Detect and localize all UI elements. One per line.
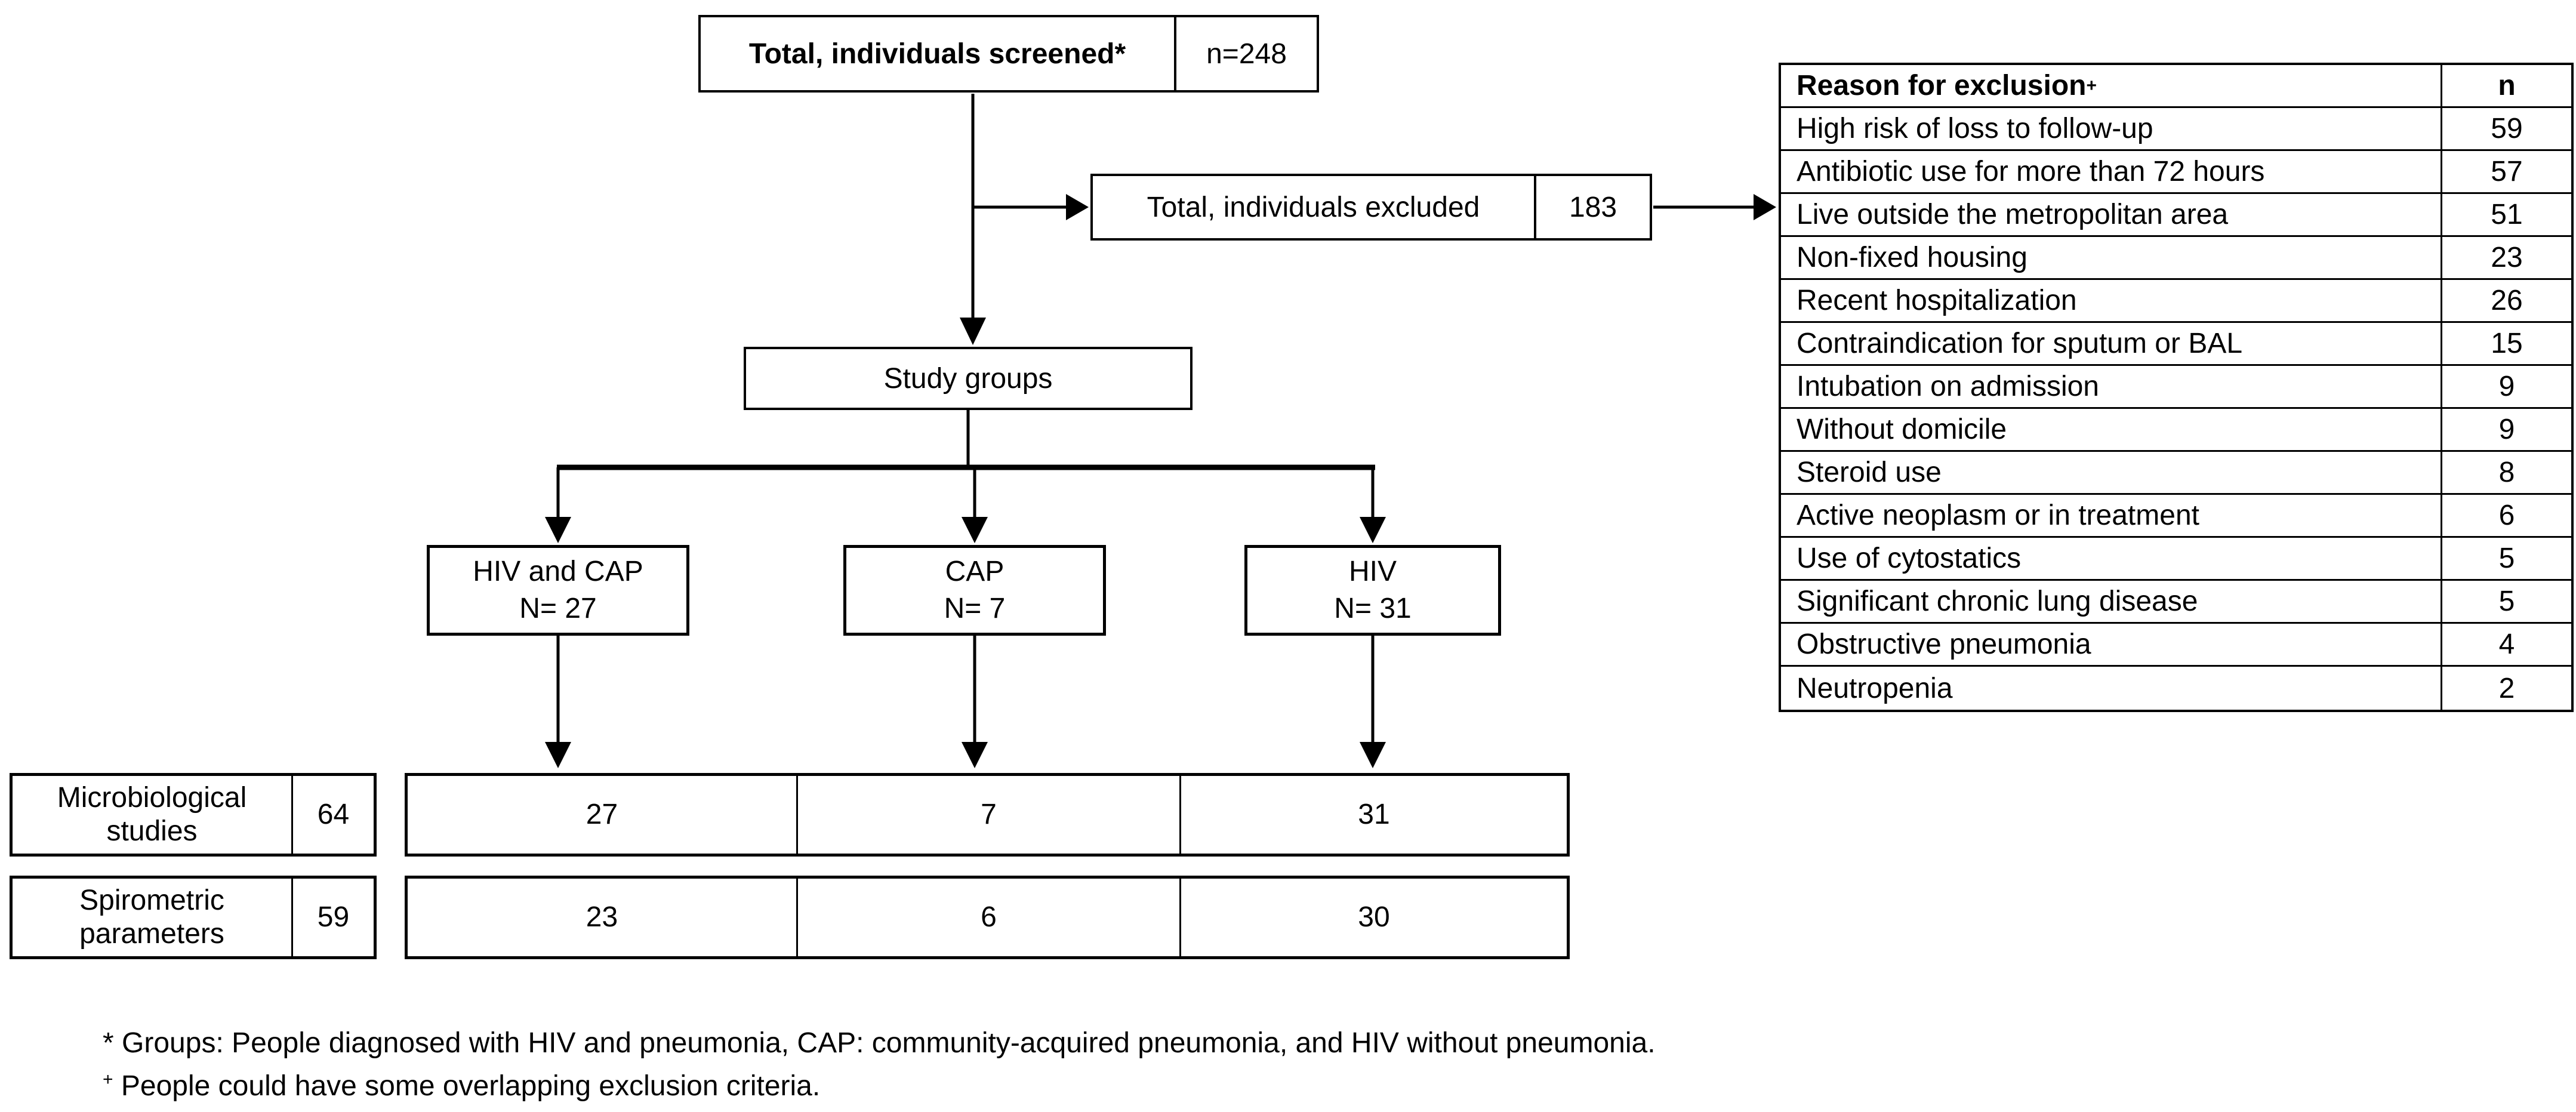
reason-cell: Active neoplasm or in treatment — [1781, 495, 2442, 536]
arrowhead-excluded — [1066, 194, 1089, 220]
group-box-hiv-cap: HIV and CAP N= 27 — [427, 545, 689, 636]
n-cell: 26 — [2491, 285, 2523, 316]
reason-cell: Live outside the metropolitan area — [1781, 194, 2442, 235]
arrowhead-outcome2 — [962, 742, 988, 768]
arrowhead-studygroups — [960, 318, 986, 345]
reason-cell: High risk of loss to follow-up — [1781, 108, 2442, 149]
group-name: HIV and CAP — [473, 556, 643, 587]
n-cell: 51 — [2491, 199, 2523, 230]
microbiological-value-cap: 7 — [796, 776, 1179, 854]
n-cell: 4 — [2498, 629, 2515, 660]
group-box-cap: CAP N= 7 — [843, 545, 1106, 636]
table-row: Active neoplasm or in treatment 6 — [1781, 495, 2571, 538]
table-row: Use of cytostatics 5 — [1781, 538, 2571, 581]
excluded-label: Total, individuals excluded — [1147, 191, 1480, 223]
reason-cell: Significant chronic lung disease — [1781, 581, 2442, 622]
n-cell: 9 — [2498, 414, 2515, 445]
exclusion-table: Reason for exclusion + n High risk of los… — [1779, 63, 2574, 712]
reason-cell: Intubation on admission — [1781, 366, 2442, 407]
excluded-count: 183 — [1534, 176, 1650, 238]
microbiological-label: Microbiological studies — [57, 782, 247, 847]
microbiological-value-hiv: 31 — [1179, 776, 1567, 854]
group-box-hiv: HIV N= 31 — [1244, 545, 1501, 636]
n-cell: 5 — [2498, 586, 2515, 617]
n-cell: 5 — [2498, 543, 2515, 574]
group-n: N= 27 — [519, 593, 597, 624]
arrowhead-table — [1754, 194, 1776, 220]
reason-cell: Contraindication for sputum or BAL — [1781, 323, 2442, 364]
spirometric-value-cap: 6 — [796, 879, 1179, 956]
n-cell: 6 — [2498, 500, 2515, 531]
n-cell: 2 — [2498, 672, 2515, 704]
table-row: Intubation on admission 9 — [1781, 366, 2571, 409]
n-cell: 57 — [2491, 156, 2523, 187]
footnote-groups-marker: * — [103, 1027, 114, 1059]
table-row: Recent hospitalization 26 — [1781, 280, 2571, 323]
table-row: Contraindication for sputum or BAL 15 — [1781, 323, 2571, 366]
arrowhead-group2 — [962, 517, 988, 543]
group-name: CAP — [945, 556, 1004, 587]
n-cell: 15 — [2491, 328, 2523, 359]
spirometric-value-hiv-cap: 23 — [586, 901, 618, 933]
footnote-overlap-text: People could have some overlapping exclu… — [121, 1070, 821, 1102]
exclusion-header-n: n — [2498, 70, 2516, 101]
study-groups-box: Study groups — [744, 347, 1193, 410]
n-cell: 9 — [2498, 371, 2515, 402]
footnote-overlap-marker: + — [103, 1070, 113, 1089]
spirometric-label-box: Spirometric parameters 59 — [10, 876, 377, 959]
arrowhead-outcome3 — [1360, 742, 1386, 768]
n-cell: 59 — [2491, 113, 2523, 144]
screened-count: n=248 — [1174, 17, 1317, 90]
microbiological-total: 64 — [291, 776, 374, 854]
arrowhead-outcome1 — [545, 742, 571, 768]
group-name: HIV — [1348, 556, 1397, 587]
group-n: N= 7 — [944, 593, 1006, 624]
group-n: N= 31 — [1334, 593, 1412, 624]
table-row: Antibiotic use for more than 72 hours 57 — [1781, 151, 2571, 194]
screened-label: Total, individuals screened* — [748, 38, 1126, 70]
reason-cell: Use of cytostatics — [1781, 538, 2442, 579]
microbiological-value-hiv-cap: 27 — [586, 799, 618, 830]
excluded-box: Total, individuals excluded 183 — [1090, 174, 1652, 241]
table-row: Steroid use 8 — [1781, 452, 2571, 495]
table-row: Live outside the metropolitan area 51 — [1781, 194, 2571, 237]
arrowhead-group1 — [545, 517, 571, 543]
screened-box: Total, individuals screened* n=248 — [698, 15, 1319, 93]
reason-cell: Without domicile — [1781, 409, 2442, 450]
table-row: Neutropenia 2 — [1781, 667, 2571, 710]
spirometric-value-hiv: 30 — [1179, 879, 1567, 956]
table-row: Non-fixed housing 23 — [1781, 237, 2571, 280]
microbiological-label-box: Microbiological studies 64 — [10, 773, 377, 857]
footnotes: * Groups: People diagnosed with HIV and … — [103, 1022, 1656, 1108]
reason-cell: Neutropenia — [1781, 667, 2442, 710]
spirometric-label: Spirometric parameters — [79, 885, 224, 950]
table-row: High risk of loss to follow-up 59 — [1781, 108, 2571, 151]
microbiological-values-box: 27 7 31 — [405, 773, 1570, 857]
reason-cell: Obstructive pneumonia — [1781, 624, 2442, 665]
exclusion-table-header: Reason for exclusion + n — [1781, 65, 2571, 108]
footnote-overlap: + People could have some overlapping exc… — [103, 1065, 1656, 1108]
table-row: Without domicile 9 — [1781, 409, 2571, 452]
footnote-groups: * Groups: People diagnosed with HIV and … — [103, 1022, 1656, 1065]
n-cell: 8 — [2498, 457, 2515, 488]
n-cell: 23 — [2491, 242, 2523, 273]
study-groups-label: Study groups — [883, 362, 1053, 395]
arrowhead-group3 — [1360, 517, 1386, 543]
reason-cell: Recent hospitalization — [1781, 280, 2442, 321]
reason-cell: Steroid use — [1781, 452, 2442, 493]
reason-cell: Non-fixed housing — [1781, 237, 2442, 278]
spirometric-total: 59 — [291, 879, 374, 956]
reason-cell: Antibiotic use for more than 72 hours — [1781, 151, 2442, 192]
exclusion-header-reason-text: Reason for exclusion — [1797, 70, 2087, 101]
spirometric-values-box: 23 6 30 — [405, 876, 1570, 959]
table-row: Obstructive pneumonia 4 — [1781, 624, 2571, 667]
exclusion-header-reason: Reason for exclusion + — [1781, 65, 2442, 106]
table-row: Significant chronic lung disease 5 — [1781, 581, 2571, 624]
footnote-groups-text: Groups: People diagnosed with HIV and pn… — [122, 1027, 1656, 1059]
